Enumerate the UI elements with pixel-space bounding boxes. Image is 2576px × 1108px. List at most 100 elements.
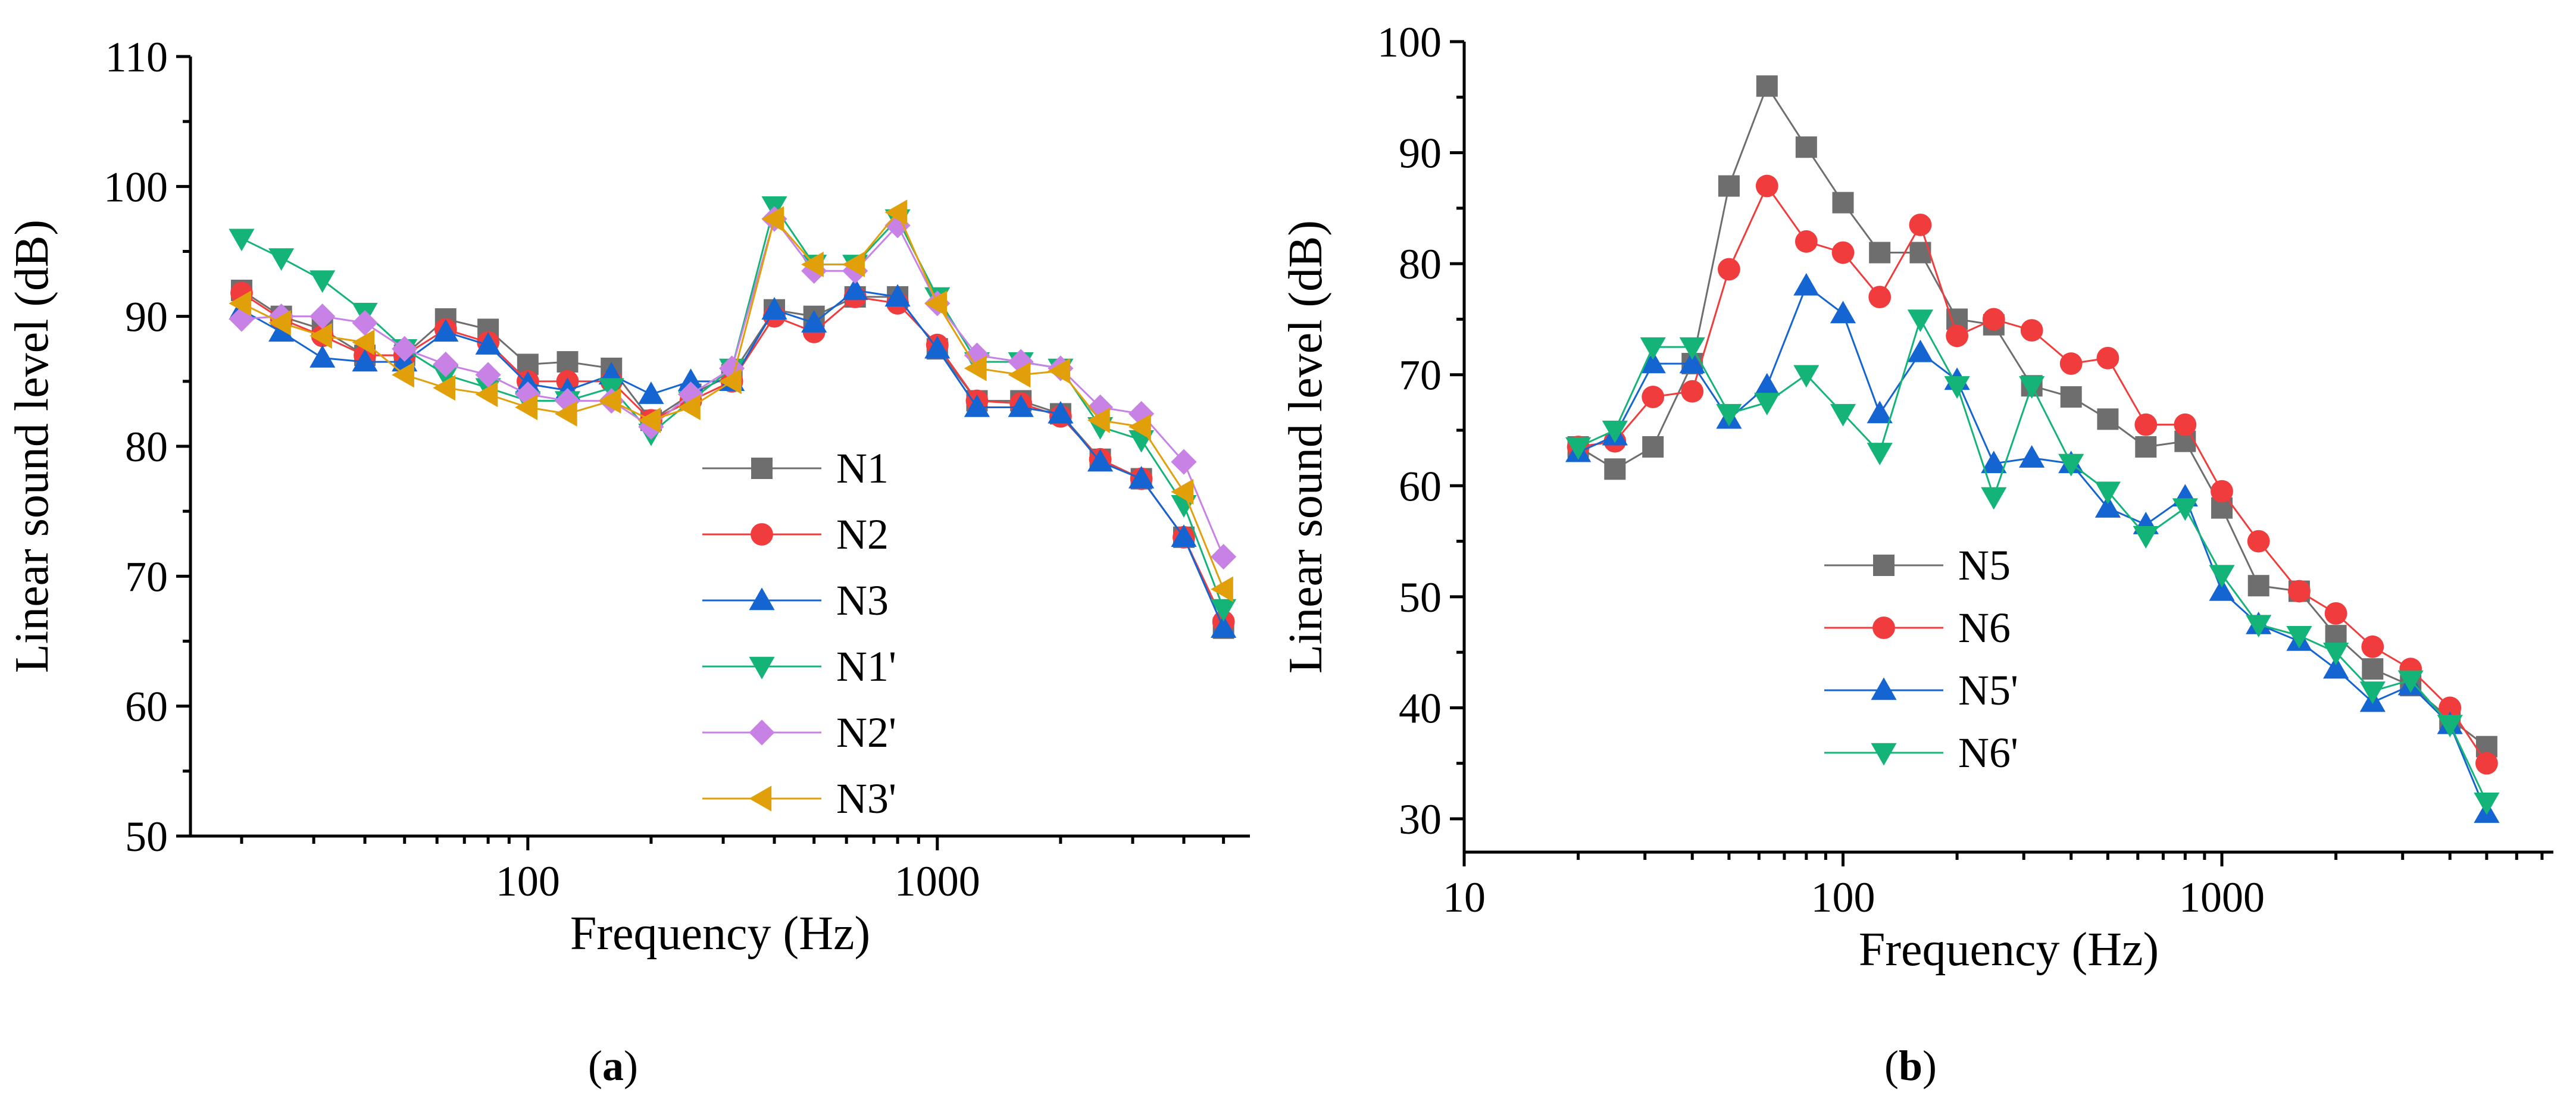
data-point	[475, 362, 501, 388]
data-point	[2362, 658, 2384, 680]
y-tick-label: 30	[1399, 796, 1442, 843]
data-point	[719, 368, 742, 395]
data-point	[2059, 352, 2083, 375]
legend: N5 N6 N5' N6'	[1824, 542, 2018, 777]
y-tick-label: 40	[1399, 684, 1442, 732]
legend-label: N6	[1958, 604, 2011, 652]
data-point	[1087, 394, 1114, 421]
data-point	[515, 394, 538, 421]
data-point	[2247, 575, 2269, 597]
legend-marker	[1873, 555, 1895, 576]
data-point	[392, 362, 414, 388]
data-point	[229, 229, 255, 252]
data-point	[433, 351, 459, 378]
series-n5-prime	[1565, 273, 2500, 823]
data-point	[761, 297, 787, 320]
data-point	[677, 394, 701, 421]
data-point	[554, 400, 577, 427]
data-point	[598, 387, 621, 414]
data-point	[2096, 346, 2119, 370]
y-tick-label: 100	[104, 163, 168, 211]
data-point	[842, 251, 865, 277]
data-point	[268, 248, 295, 271]
data-point	[1754, 373, 1780, 396]
data-point	[1909, 213, 1932, 236]
data-point	[310, 345, 336, 368]
data-point	[842, 277, 868, 301]
data-point	[2439, 696, 2462, 719]
legend-label: N1'	[836, 643, 896, 690]
data-point	[964, 394, 990, 417]
x-axis-title: Frequency (Hz)	[570, 907, 870, 960]
data-point	[801, 251, 824, 277]
data-point	[310, 323, 332, 349]
series-line	[1577, 284, 2488, 814]
data-point	[1604, 458, 1626, 480]
caption-close: )	[1922, 1042, 1937, 1090]
data-point	[1944, 376, 1970, 399]
data-point	[884, 284, 911, 307]
data-point	[2174, 413, 2197, 436]
data-point	[1171, 478, 1194, 505]
data-point	[2020, 319, 2043, 342]
series-n6	[1567, 174, 2498, 775]
data-point	[433, 319, 459, 342]
x-tick-label: 1000	[2179, 874, 2265, 921]
data-point	[2097, 408, 2119, 430]
series-line	[241, 211, 1225, 590]
data-point	[1087, 407, 1110, 433]
legend-marker	[1872, 616, 1895, 639]
data-point	[1907, 309, 1934, 333]
data-point	[1211, 599, 1237, 622]
data-point	[554, 387, 581, 414]
legend-marker	[1871, 743, 1897, 766]
caption-open: (	[1884, 1042, 1899, 1090]
y-tick-label: 80	[1399, 240, 1442, 288]
data-point	[2094, 481, 2121, 505]
legend-marker	[749, 719, 775, 746]
legend-marker	[1871, 677, 1897, 700]
caption-letter: b	[1899, 1042, 1922, 1090]
data-point	[229, 290, 252, 317]
legend-label: N2'	[836, 709, 896, 756]
legend-marker	[749, 785, 772, 812]
legend-marker	[749, 587, 775, 611]
data-point	[433, 375, 455, 401]
data-point	[1602, 420, 1628, 443]
data-point	[2135, 436, 2157, 458]
data-point	[352, 329, 375, 355]
data-point	[2133, 526, 2159, 549]
data-point	[1008, 362, 1031, 388]
series-n3	[229, 277, 1237, 638]
data-point	[268, 309, 291, 336]
data-point	[2134, 413, 2158, 436]
data-point	[2437, 715, 2463, 738]
data-point	[1171, 524, 1197, 547]
legend-marker	[749, 656, 775, 680]
y-tick-label: 100	[1377, 18, 1442, 66]
legend-label: N2	[836, 511, 889, 558]
data-point	[1716, 403, 1742, 427]
data-point	[1211, 615, 1237, 638]
data-point	[310, 270, 336, 293]
data-point	[2359, 681, 2386, 705]
data-point	[2060, 386, 2082, 408]
data-point	[1981, 487, 2007, 510]
data-point	[2323, 642, 2349, 665]
data-point	[2209, 565, 2235, 588]
panel-a-chart: 50 60 70 80 90 100 110 100 1000 Frequency (Hz) Lin…	[6, 33, 1250, 1090]
data-point	[1087, 449, 1114, 472]
data-point	[638, 381, 664, 404]
data-point	[2288, 580, 2311, 603]
data-point	[1008, 394, 1034, 417]
data-point	[1128, 414, 1151, 440]
y-axis-title: Linear sound level (dB)	[1280, 220, 1332, 674]
series-n1-prime	[229, 196, 1237, 622]
data-point	[924, 290, 947, 317]
data-point	[1756, 75, 1778, 97]
data-point	[1048, 358, 1071, 384]
y-tick-label: 70	[1399, 352, 1442, 399]
y-tick-label: 50	[125, 813, 168, 860]
series-line	[1578, 184, 2488, 764]
data-point	[1867, 443, 1893, 465]
